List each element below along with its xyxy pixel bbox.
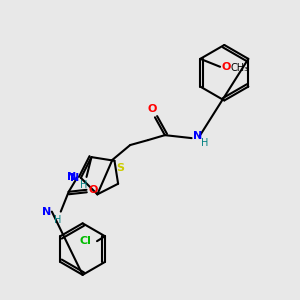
Text: CH₃: CH₃ xyxy=(230,63,248,73)
Text: O: O xyxy=(221,62,230,72)
Text: H: H xyxy=(54,214,62,224)
Text: O: O xyxy=(147,104,157,114)
Text: N: N xyxy=(193,131,202,141)
Text: O: O xyxy=(88,185,98,195)
Text: S: S xyxy=(116,163,124,173)
Text: H: H xyxy=(200,138,208,148)
Text: H: H xyxy=(80,180,87,190)
Text: N: N xyxy=(70,173,79,183)
Text: N: N xyxy=(42,207,51,217)
Text: Cl: Cl xyxy=(79,236,91,246)
Text: N: N xyxy=(68,172,76,182)
